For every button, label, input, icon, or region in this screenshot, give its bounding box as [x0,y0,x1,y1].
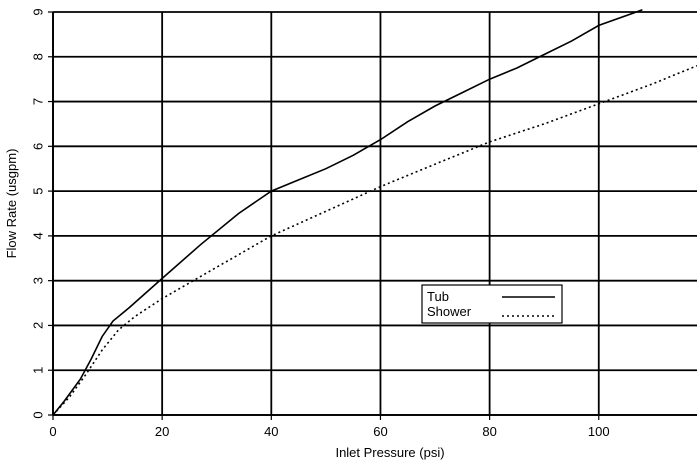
series-line-shower [52,64,697,416]
x-tick-label: 40 [264,424,278,439]
x-tick-label: 60 [373,424,387,439]
x-tick-label: 80 [482,424,496,439]
grid [52,11,697,416]
y-tick-label: 2 [30,322,45,329]
tick-labels: 0 1 2 3 4 5 6 7 8 9 0 20 40 60 80 100 [30,8,609,439]
axes [48,11,697,420]
y-tick-label: 3 [30,277,45,284]
x-tick-label: 0 [49,424,56,439]
y-tick-label: 9 [30,8,45,15]
y-axis-label: Flow Rate (usgpm) [4,149,19,259]
y-tick-label: 8 [30,53,45,60]
series-lines [52,9,697,416]
y-tick-label: 6 [30,143,45,150]
x-tick-label: 20 [155,424,169,439]
y-tick-label: 4 [30,232,45,239]
legend-label-tub: Tub [427,289,449,304]
x-axis-label: Inlet Pressure (psi) [335,445,444,460]
legend-label-shower: Shower [427,304,472,319]
series-line-tub [52,9,643,416]
y-tick-label: 5 [30,187,45,194]
x-tick-label: 100 [588,424,610,439]
y-tick-label: 0 [30,411,45,418]
y-tick-label: 1 [30,367,45,374]
y-tick-label: 7 [30,98,45,105]
